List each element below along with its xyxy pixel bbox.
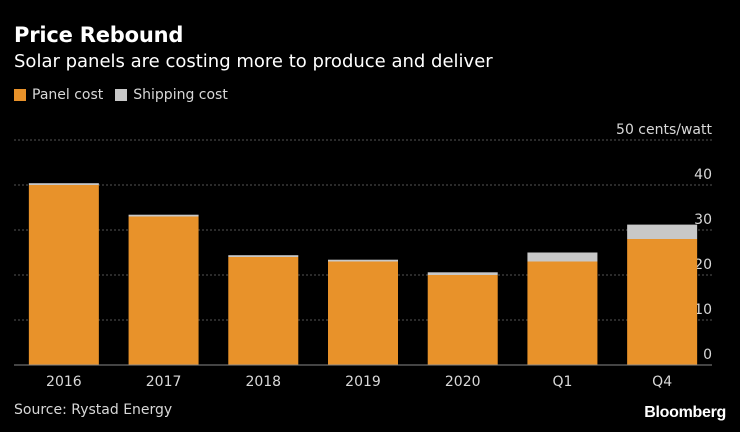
bar-shipping-cost — [28, 183, 99, 185]
bloomberg-logo: Bloomberg — [644, 404, 726, 421]
y-tick-label: 50 cents/watt — [616, 122, 712, 138]
bar-shipping-cost — [427, 272, 498, 275]
chart-title: Price Rebound — [14, 23, 184, 47]
x-tick-label: 2019 — [345, 374, 381, 390]
x-tick-label: Q4 — [652, 374, 672, 390]
legend: Panel cost Shipping cost — [14, 87, 240, 103]
bar-panel-cost — [328, 261, 398, 365]
bar-panel-cost — [527, 261, 598, 365]
legend-item-panel-cost: Panel cost — [14, 87, 103, 103]
y-tick-label: 0 — [703, 347, 712, 363]
bar-shipping-cost — [228, 255, 299, 257]
bar-panel-cost — [28, 185, 99, 365]
bar-panel-cost — [228, 257, 299, 365]
bar-panel-cost — [427, 275, 498, 365]
legend-item-shipping-cost: Shipping cost — [115, 87, 228, 103]
bar-shipping-cost — [328, 259, 398, 262]
bar-shipping-cost — [627, 224, 698, 239]
x-tick-label: Q1 — [552, 374, 572, 390]
bar-shipping-cost — [527, 252, 598, 262]
y-tick-label: 40 — [694, 167, 712, 183]
x-tick-label: 2016 — [46, 374, 82, 390]
bar-panel-cost — [128, 216, 199, 365]
legend-swatch-shipping-cost — [115, 89, 128, 101]
chart-subtitle: Solar panels are costing more to produce… — [14, 51, 493, 72]
bar-panel-cost — [627, 239, 698, 365]
legend-label-panel-cost: Panel cost — [32, 87, 104, 103]
bar-shipping-cost — [128, 214, 199, 217]
y-tick-label: 20 — [694, 257, 712, 273]
x-tick-label: 2017 — [146, 374, 182, 390]
legend-label-shipping-cost: Shipping cost — [133, 87, 228, 103]
y-tick-label: 10 — [694, 302, 712, 318]
legend-swatch-panel-cost — [14, 89, 26, 101]
y-tick-label: 30 — [694, 212, 712, 228]
source-note: Source: Rystad Energy — [14, 402, 173, 418]
x-tick-label: 2018 — [245, 374, 281, 390]
x-tick-label: 2020 — [445, 374, 481, 390]
